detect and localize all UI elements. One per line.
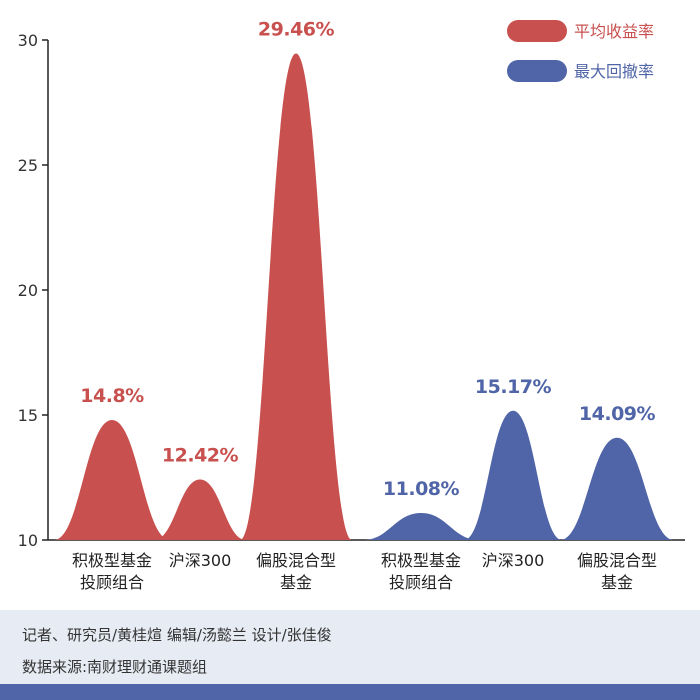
y-tick-label: 15 (18, 406, 38, 425)
category-label: 积极型基金 (72, 551, 152, 570)
peak-0-2 (240, 53, 352, 540)
category-label: 基金 (280, 573, 312, 592)
footer: 记者、研究员/黄桂煊 编辑/汤懿兰 设计/张佳俊 数据来源:南财理财通课题组 (0, 610, 700, 692)
category-label: 沪深300 (169, 551, 232, 570)
legend-label: 平均收益率 (574, 22, 654, 41)
area-chart: 10 15 20 25 30 14.8% 12.42% 29.46% 11.08% 15.17%… (18, 19, 685, 592)
data-label: 15.17% (475, 376, 552, 398)
data-label: 14.8% (80, 385, 144, 407)
data-label: 12.42% (162, 445, 239, 467)
y-tick-label: 10 (18, 531, 38, 550)
credits-text: 记者、研究员/黄桂煊 编辑/汤懿兰 设计/张佳俊 (22, 626, 332, 644)
source-text: 数据来源:南财理财通课题组 (22, 658, 208, 676)
y-tick-label: 20 (18, 281, 38, 300)
data-label: 11.08% (383, 478, 460, 500)
legend-swatch (507, 20, 567, 42)
category-label: 积极型基金 (381, 551, 461, 570)
peak-0-1 (154, 479, 246, 540)
category-label: 投顾组合 (80, 573, 144, 592)
peak-1-4 (464, 410, 562, 540)
category-label: 投顾组合 (389, 573, 453, 592)
data-label: 14.09% (579, 403, 656, 425)
peak-1-3 (363, 513, 479, 540)
legend-label: 最大回撤率 (574, 62, 654, 81)
y-tick-label: 25 (18, 156, 38, 175)
category-label: 偏股混合型 (256, 551, 336, 570)
legend-swatch (507, 60, 567, 82)
chart-peaks (54, 53, 674, 540)
footer-bar (0, 684, 700, 700)
category-label: 偏股混合型 (577, 551, 657, 570)
y-tick-label: 30 (18, 31, 38, 50)
category-label: 沪深300 (482, 551, 545, 570)
peak-0-0 (54, 420, 170, 540)
data-labels: 14.8% 12.42% 29.46% 11.08% 15.17% 14.09% (80, 19, 656, 501)
data-label: 29.46% (258, 19, 335, 41)
peak-1-5 (560, 437, 674, 540)
category-label: 基金 (601, 573, 633, 592)
